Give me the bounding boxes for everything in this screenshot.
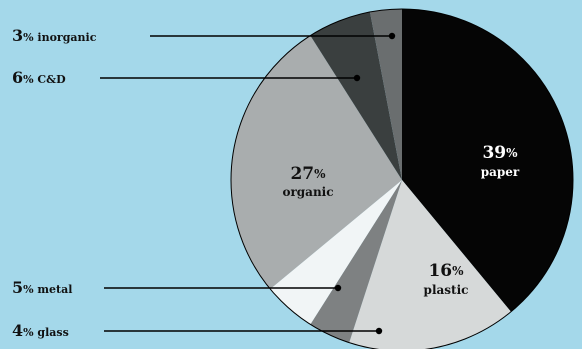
slice-percent-organic: 27% <box>290 164 326 184</box>
pie-outline <box>230 8 574 349</box>
callout-dot-glass <box>375 327 383 335</box>
pie-slice-glass <box>310 180 402 343</box>
callout-dot-c-d <box>353 74 361 82</box>
slice-percent-paper: 39% <box>482 143 518 163</box>
pie-slice-c-d <box>310 12 402 181</box>
inside-labels: 39% paper 16% plastic 27%organic <box>282 143 519 297</box>
callout-labels: 4% glass 5% metal 6% C&D 3% inorganic <box>12 26 396 340</box>
pie-slice-inorganic <box>369 9 402 180</box>
slice-percent-plastic: 16% <box>428 261 464 281</box>
pie-slices <box>230 8 574 349</box>
slice-name-paper: paper <box>481 165 520 179</box>
slice-name-organic: organic <box>282 185 333 199</box>
callout-dot-inorganic <box>388 32 396 40</box>
pie-slice-paper <box>402 9 574 312</box>
callout-label-inorganic: 3% inorganic <box>12 26 97 45</box>
callout-label-glass: 4% glass <box>12 321 69 340</box>
pie-slice-organic <box>230 35 402 290</box>
callout-label-c-d: 6% C&D <box>12 68 66 87</box>
callout-dot-metal <box>334 284 342 292</box>
slice-name-plastic: plastic <box>424 283 469 297</box>
callout-label-metal: 5% metal <box>12 278 72 297</box>
pie-slice-plastic <box>349 180 511 349</box>
